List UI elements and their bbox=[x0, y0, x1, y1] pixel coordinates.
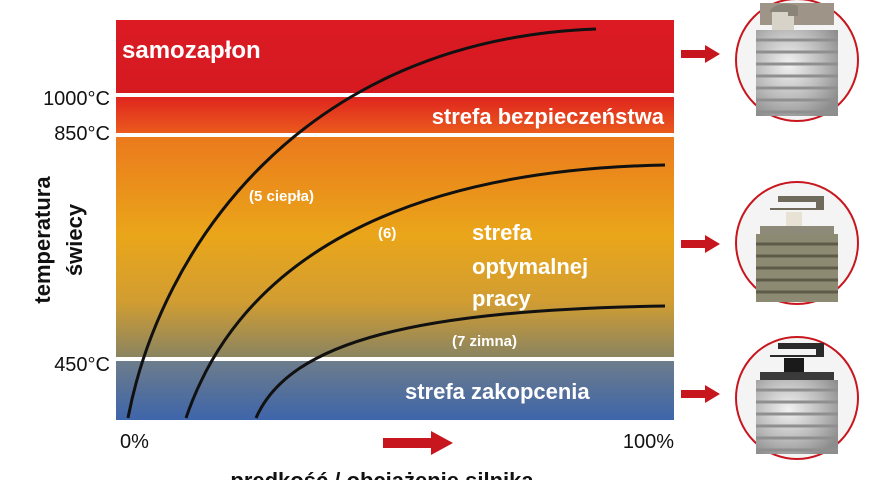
zone-self-ignition bbox=[116, 20, 674, 93]
curve-hot-5 bbox=[126, 27, 597, 419]
zone-label-optimal-line2: optymalnej bbox=[472, 254, 588, 279]
spark-plug-optimal-image bbox=[735, 181, 859, 305]
x-tick-100: 100% bbox=[623, 431, 674, 453]
increase-direction-arrow-icon bbox=[383, 431, 453, 455]
y-axis-label-line1: temperatura bbox=[30, 176, 55, 304]
y-axis-label-line2: świecy bbox=[62, 203, 87, 276]
curve-label-cold-7: (7 zimna) bbox=[452, 333, 517, 350]
zone-label-optimal-line1: strefa bbox=[472, 220, 533, 245]
zone-label-fouling: strefa zakopcenia bbox=[405, 379, 590, 404]
x-tick-0: 0% bbox=[120, 431, 149, 453]
curve-label-medium-6: (6) bbox=[378, 225, 396, 242]
zone-fouling bbox=[116, 361, 674, 420]
y-tick-1000: 1000°C bbox=[43, 88, 110, 110]
arrow-to-plug-hot-icon bbox=[681, 45, 720, 63]
arrow-to-plug-optimal-icon bbox=[681, 235, 720, 253]
y-tick-450: 450°C bbox=[54, 354, 110, 376]
curve-medium-6 bbox=[184, 163, 666, 419]
y-tick-850: 850°C bbox=[54, 123, 110, 145]
spark-plug-fouled-image bbox=[735, 336, 859, 460]
curve-cold-7 bbox=[254, 304, 666, 419]
zone-safety bbox=[116, 97, 674, 133]
zone-label-self-ignition: samozapłon bbox=[122, 37, 261, 64]
arrow-to-plug-fouled-icon bbox=[681, 385, 720, 403]
x-axis-title: prędkość / obciążenie silnika bbox=[230, 468, 534, 480]
zone-label-safety: strefa bezpieczeństwa bbox=[432, 104, 665, 129]
spark-plug-overheated-image bbox=[735, 0, 859, 122]
zone-label-optimal-line3: pracy bbox=[472, 286, 531, 311]
curve-label-hot-5: (5 ciepła) bbox=[249, 188, 314, 205]
zone-optimal bbox=[116, 137, 674, 357]
